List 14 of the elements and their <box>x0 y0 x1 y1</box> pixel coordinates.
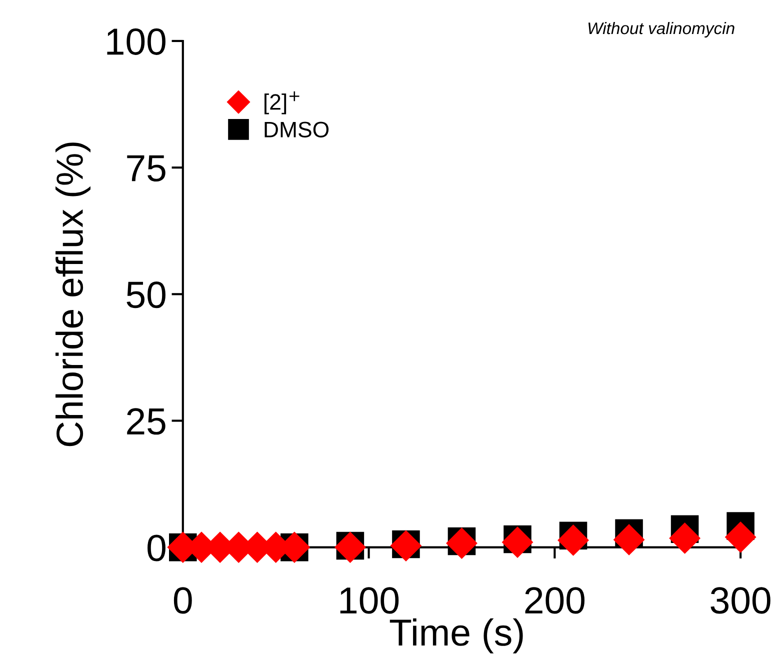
x-tick-label: 200 <box>525 587 584 614</box>
y-tick-label: 50 <box>126 282 166 308</box>
y-tick-label: 0 <box>148 534 166 562</box>
y-axis-title: Chloride efflux (%) <box>56 142 90 446</box>
x-tick-label: 100 <box>340 587 399 614</box>
text: Without valinomycin <box>588 22 734 38</box>
x-axis-title: Time (s) <box>390 618 523 654</box>
y-tick-label: 100 <box>107 28 166 55</box>
x-tick-label: 0 <box>174 587 192 614</box>
legend-label: [2]$^{+}$ <box>264 91 300 114</box>
legend-label: DMSO <box>264 122 329 138</box>
x-tick-label: 300 <box>710 587 770 614</box>
y-tick-label: 75 <box>127 155 166 182</box>
y-tick-label: 25 <box>127 408 166 435</box>
